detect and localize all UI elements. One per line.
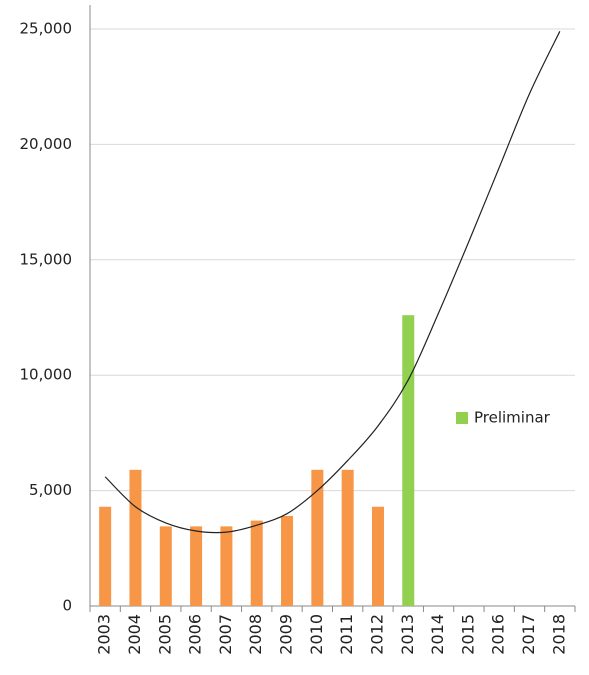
y-tick-label: 10,000	[20, 366, 73, 384]
bar	[341, 469, 354, 606]
y-tick-label: 5,000	[29, 481, 72, 499]
x-tick-label: 2004	[125, 614, 144, 655]
bar	[281, 515, 294, 606]
bar	[250, 520, 263, 606]
y-tick-label: 20,000	[20, 135, 73, 153]
y-tick-label: 15,000	[20, 250, 73, 268]
y-tick-label: 0	[62, 597, 72, 615]
x-tick-label: 2018	[549, 614, 568, 655]
bar	[311, 469, 324, 606]
x-tick-label: 2009	[277, 614, 296, 655]
x-tick-label: 2006	[186, 614, 205, 655]
x-tick-label: 2013	[398, 614, 417, 655]
bar	[159, 526, 172, 606]
x-tick-label: 2011	[337, 614, 356, 655]
bar	[129, 469, 142, 606]
x-tick-label: 2007	[216, 614, 235, 655]
legend-swatch	[456, 412, 468, 424]
trend-line	[104, 31, 561, 534]
x-tick-label: 2005	[155, 614, 174, 655]
x-tick-label: 2010	[307, 614, 326, 655]
x-tick-label: 2008	[246, 614, 265, 655]
y-tick-label: 25,000	[20, 20, 73, 38]
x-tick-label: 2015	[458, 614, 477, 655]
bar	[190, 526, 203, 606]
x-tick-label: 2012	[367, 614, 386, 655]
bar	[402, 315, 415, 606]
legend-label: Preliminar	[474, 409, 551, 427]
x-tick-label: 2016	[489, 614, 508, 655]
x-tick-label: 2014	[428, 614, 447, 655]
x-tick-label: 2017	[519, 614, 538, 655]
bar	[220, 526, 233, 606]
bar	[371, 506, 384, 606]
x-tick-label: 2003	[95, 614, 114, 655]
bar	[99, 506, 112, 606]
